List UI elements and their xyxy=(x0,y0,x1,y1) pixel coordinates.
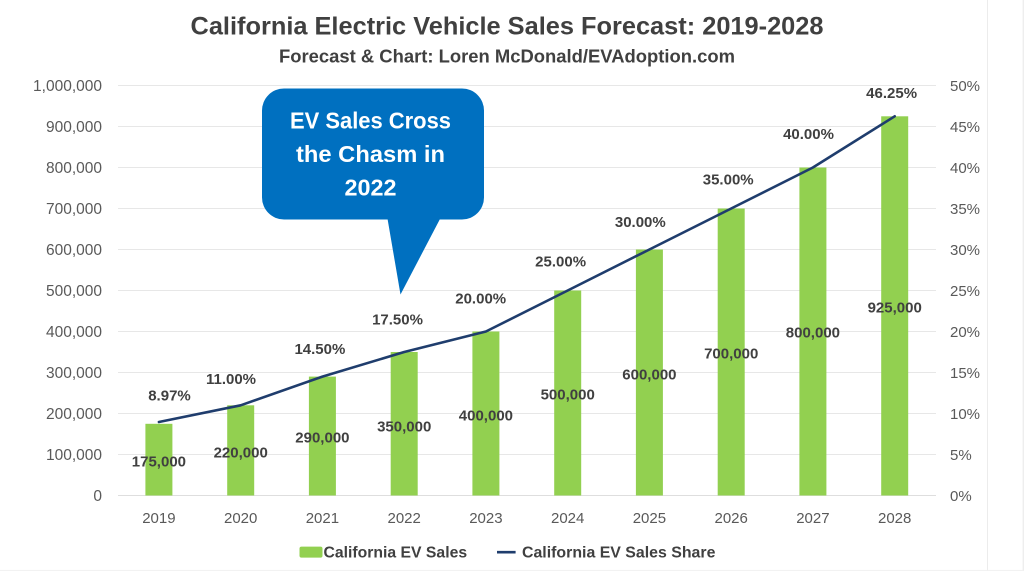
svg-text:200,000: 200,000 xyxy=(46,406,102,423)
svg-text:30.00%: 30.00% xyxy=(615,214,666,231)
svg-text:30%: 30% xyxy=(950,242,980,259)
svg-text:400,000: 400,000 xyxy=(46,324,102,341)
svg-text:175,000: 175,000 xyxy=(132,453,186,470)
svg-text:800,000: 800,000 xyxy=(786,324,840,341)
svg-text:100,000: 100,000 xyxy=(46,447,102,464)
svg-text:400,000: 400,000 xyxy=(459,407,513,424)
svg-text:2020: 2020 xyxy=(224,510,257,527)
svg-text:0%: 0% xyxy=(950,488,972,505)
svg-text:2028: 2028 xyxy=(878,510,911,527)
svg-text:the Chasm in: the Chasm in xyxy=(296,141,445,167)
svg-text:California Electric Vehicle Sa: California Electric Vehicle Sales Foreca… xyxy=(191,13,824,41)
svg-text:2027: 2027 xyxy=(796,510,829,527)
svg-text:220,000: 220,000 xyxy=(214,444,268,461)
svg-text:0: 0 xyxy=(93,488,102,505)
svg-text:14.50%: 14.50% xyxy=(294,341,345,358)
svg-text:25.00%: 25.00% xyxy=(535,254,586,271)
svg-text:350,000: 350,000 xyxy=(377,418,431,435)
svg-text:25%: 25% xyxy=(950,283,980,300)
svg-text:2022: 2022 xyxy=(345,175,397,201)
svg-text:EV Sales Cross: EV Sales Cross xyxy=(290,108,451,134)
svg-text:20%: 20% xyxy=(950,324,980,341)
svg-text:290,000: 290,000 xyxy=(295,429,349,446)
svg-text:35.00%: 35.00% xyxy=(703,172,754,189)
svg-text:600,000: 600,000 xyxy=(46,242,102,259)
svg-text:500,000: 500,000 xyxy=(541,386,595,403)
svg-text:600,000: 600,000 xyxy=(622,366,676,383)
svg-text:45%: 45% xyxy=(950,119,980,136)
svg-text:5%: 5% xyxy=(950,447,972,464)
svg-text:925,000: 925,000 xyxy=(868,299,922,316)
svg-text:2025: 2025 xyxy=(633,510,666,527)
svg-text:10%: 10% xyxy=(950,406,980,423)
svg-text:300,000: 300,000 xyxy=(46,365,102,382)
svg-text:2021: 2021 xyxy=(306,510,339,527)
svg-text:11.00%: 11.00% xyxy=(206,371,256,388)
svg-text:17.50%: 17.50% xyxy=(372,311,423,328)
svg-text:Forecast & Chart: Loren McDona: Forecast & Chart: Loren McDonald/EVAdopt… xyxy=(279,46,735,66)
svg-text:20.00%: 20.00% xyxy=(455,291,506,308)
svg-text:40%: 40% xyxy=(950,160,980,177)
svg-text:500,000: 500,000 xyxy=(46,283,102,300)
svg-text:2026: 2026 xyxy=(715,510,748,527)
svg-text:2023: 2023 xyxy=(469,510,502,527)
svg-text:2024: 2024 xyxy=(551,510,584,527)
svg-text:900,000: 900,000 xyxy=(46,119,102,136)
svg-text:8.97%: 8.97% xyxy=(148,387,191,404)
svg-text:40.00%: 40.00% xyxy=(783,126,834,143)
svg-text:2019: 2019 xyxy=(142,510,175,527)
svg-text:50%: 50% xyxy=(950,78,980,95)
svg-text:2022: 2022 xyxy=(388,510,421,527)
svg-text:35%: 35% xyxy=(950,201,980,218)
svg-text:15%: 15% xyxy=(950,365,980,382)
svg-text:700,000: 700,000 xyxy=(46,201,102,218)
svg-text:California EV Sales: California EV Sales xyxy=(324,545,468,562)
svg-text:700,000: 700,000 xyxy=(704,345,758,362)
svg-text:California EV Sales Share: California EV Sales Share xyxy=(522,545,716,562)
svg-text:1,000,000: 1,000,000 xyxy=(33,78,102,95)
svg-text:800,000: 800,000 xyxy=(46,160,102,177)
svg-text:46.25%: 46.25% xyxy=(866,85,917,102)
